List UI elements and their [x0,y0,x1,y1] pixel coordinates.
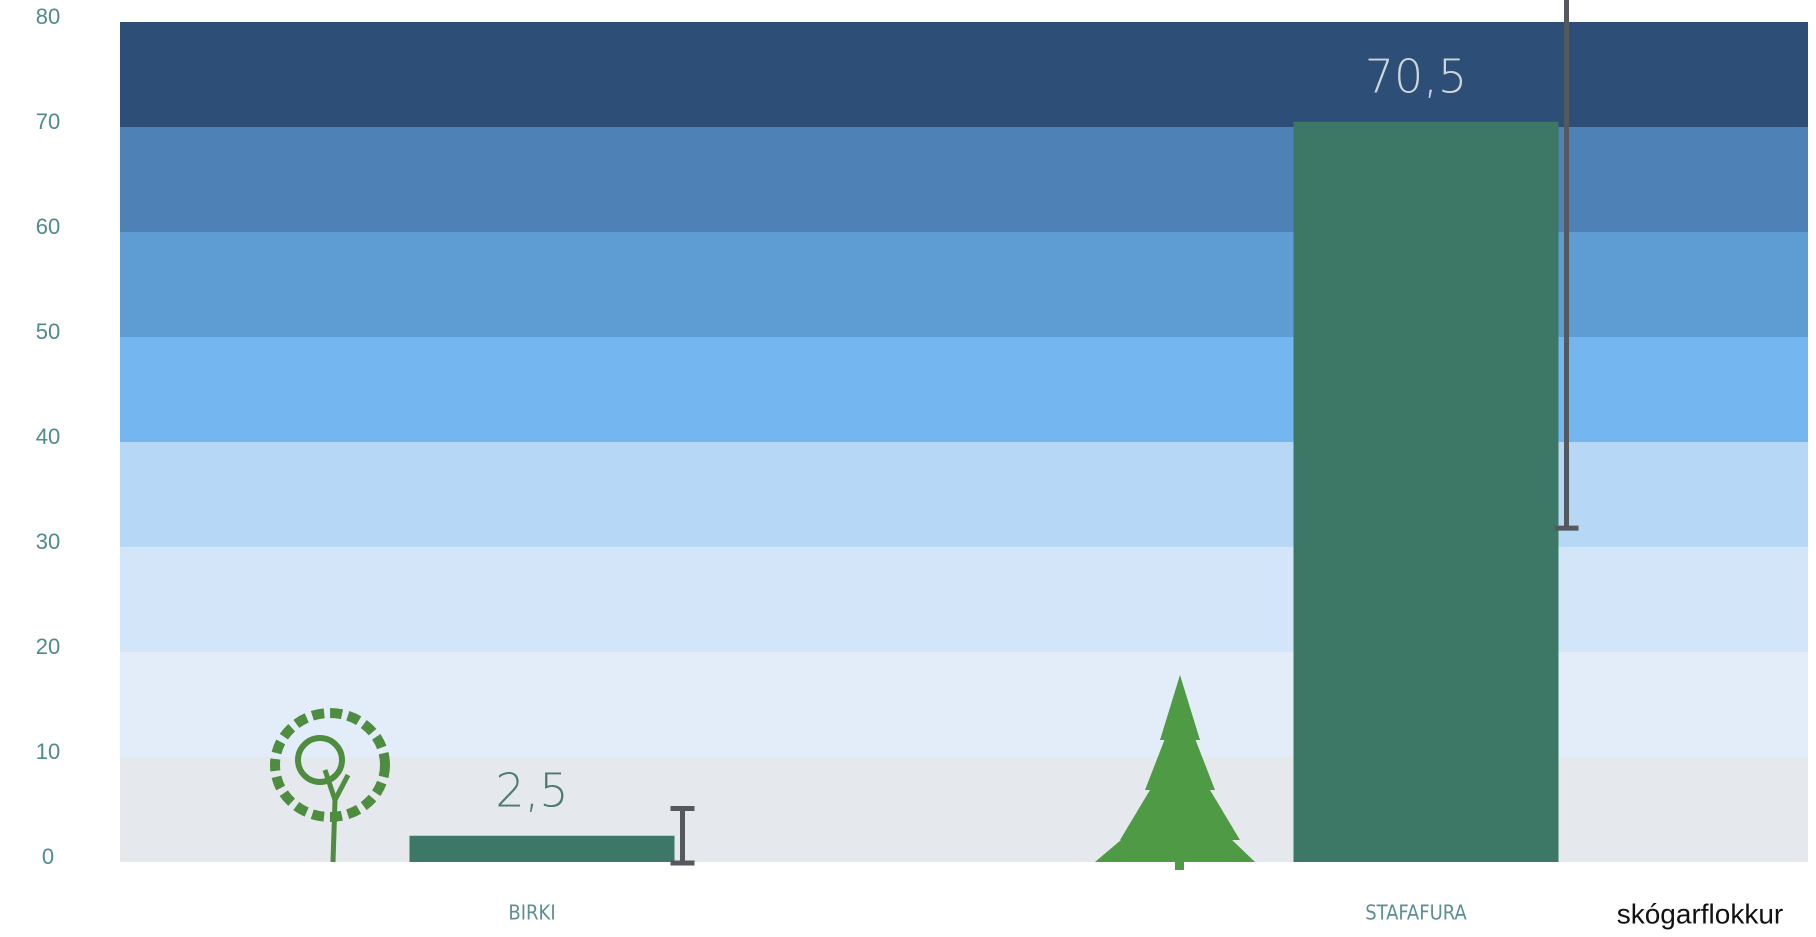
bar [1293,121,1559,862]
y-tick-label: 10 [36,739,60,764]
value-label: 70,5 [1365,49,1467,103]
y-tick-label: 0 [42,844,54,869]
x-tick-label: BIRKI [508,901,555,925]
x-tick-label: STAFAFURA [1365,901,1467,925]
birch-tree-icon [270,708,390,863]
y-tick-label: 40 [36,424,60,449]
y-tick-label: 70 [36,109,60,134]
y-tick-label: 80 [36,4,60,29]
value-label: 2,5 [495,763,568,817]
y-tick-label: 20 [36,634,60,659]
y-tick-label: 50 [36,319,60,344]
error-bar [670,805,695,866]
x-axis-label: skógarflokkur [1617,898,1784,929]
spruce-tree-icon [1095,675,1255,870]
error-bar [1554,0,1579,531]
y-tick-label: 30 [36,529,60,554]
y-tick-label: 60 [36,214,60,239]
bar [409,835,675,862]
background-band [120,22,1808,127]
